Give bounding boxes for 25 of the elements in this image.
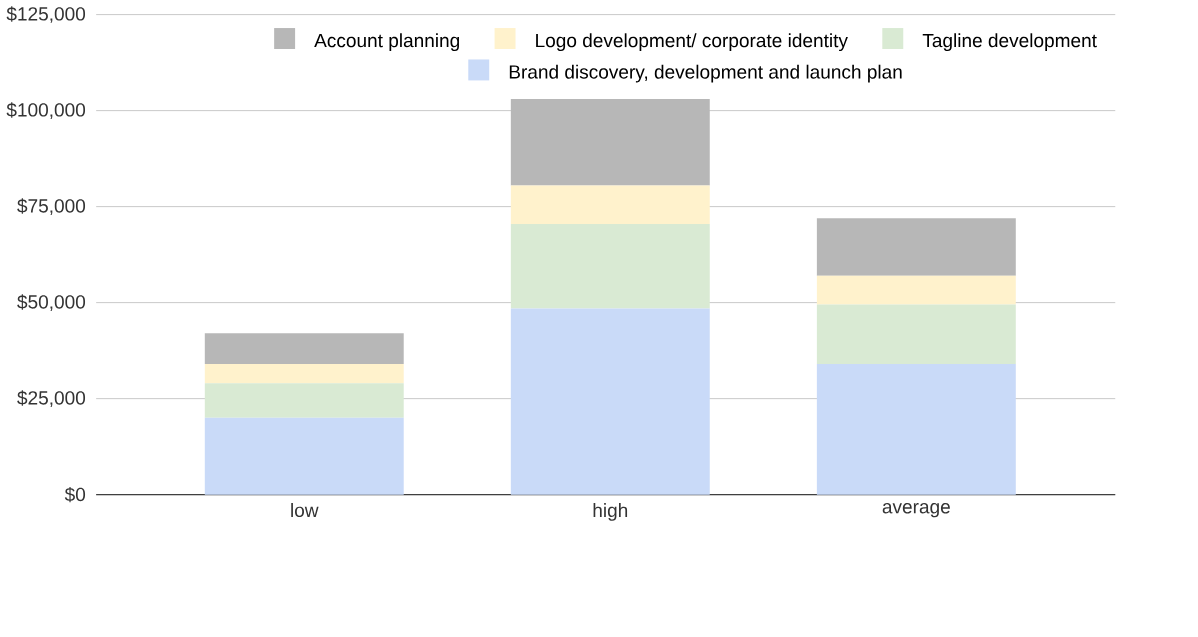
bar [816, 275, 1016, 305]
y-tick-label: $25,000 [17, 390, 86, 408]
bar [510, 308, 710, 495]
legend-label: Brand discovery, development and launch plan [509, 64, 902, 83]
y-tick-label: $100,000 [6, 102, 86, 120]
x-tick-label: low [291, 503, 319, 518]
bar [204, 333, 404, 365]
bar [204, 417, 404, 495]
bar [510, 224, 710, 309]
legend-label: Account planning [314, 33, 460, 52]
legend-label: Tagline development [922, 33, 1097, 52]
y-tick-label: $125,000 [6, 6, 86, 24]
y-tick-label: $0 [64, 487, 86, 503]
bar [816, 304, 1016, 365]
x-tick-label: high [593, 503, 628, 521]
bar [816, 218, 1016, 276]
y-tick-label: $75,000 [17, 198, 86, 216]
bar [510, 99, 710, 186]
bar [510, 185, 710, 225]
bar [816, 364, 1016, 495]
bar [204, 383, 404, 418]
bar [204, 364, 404, 384]
x-tick-label: average [882, 503, 950, 518]
y-tick-label: $50,000 [17, 294, 86, 312]
legend-label: Logo development/ corporate identity [536, 33, 848, 52]
